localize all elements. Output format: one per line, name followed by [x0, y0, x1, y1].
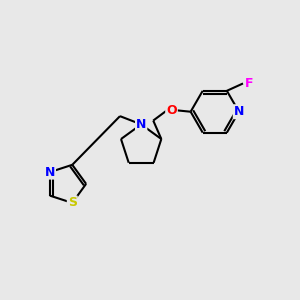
Text: N: N	[234, 105, 244, 118]
Text: O: O	[166, 104, 177, 117]
Text: F: F	[245, 77, 253, 90]
Text: S: S	[68, 196, 77, 209]
Text: N: N	[45, 166, 55, 178]
Text: N: N	[136, 118, 146, 131]
